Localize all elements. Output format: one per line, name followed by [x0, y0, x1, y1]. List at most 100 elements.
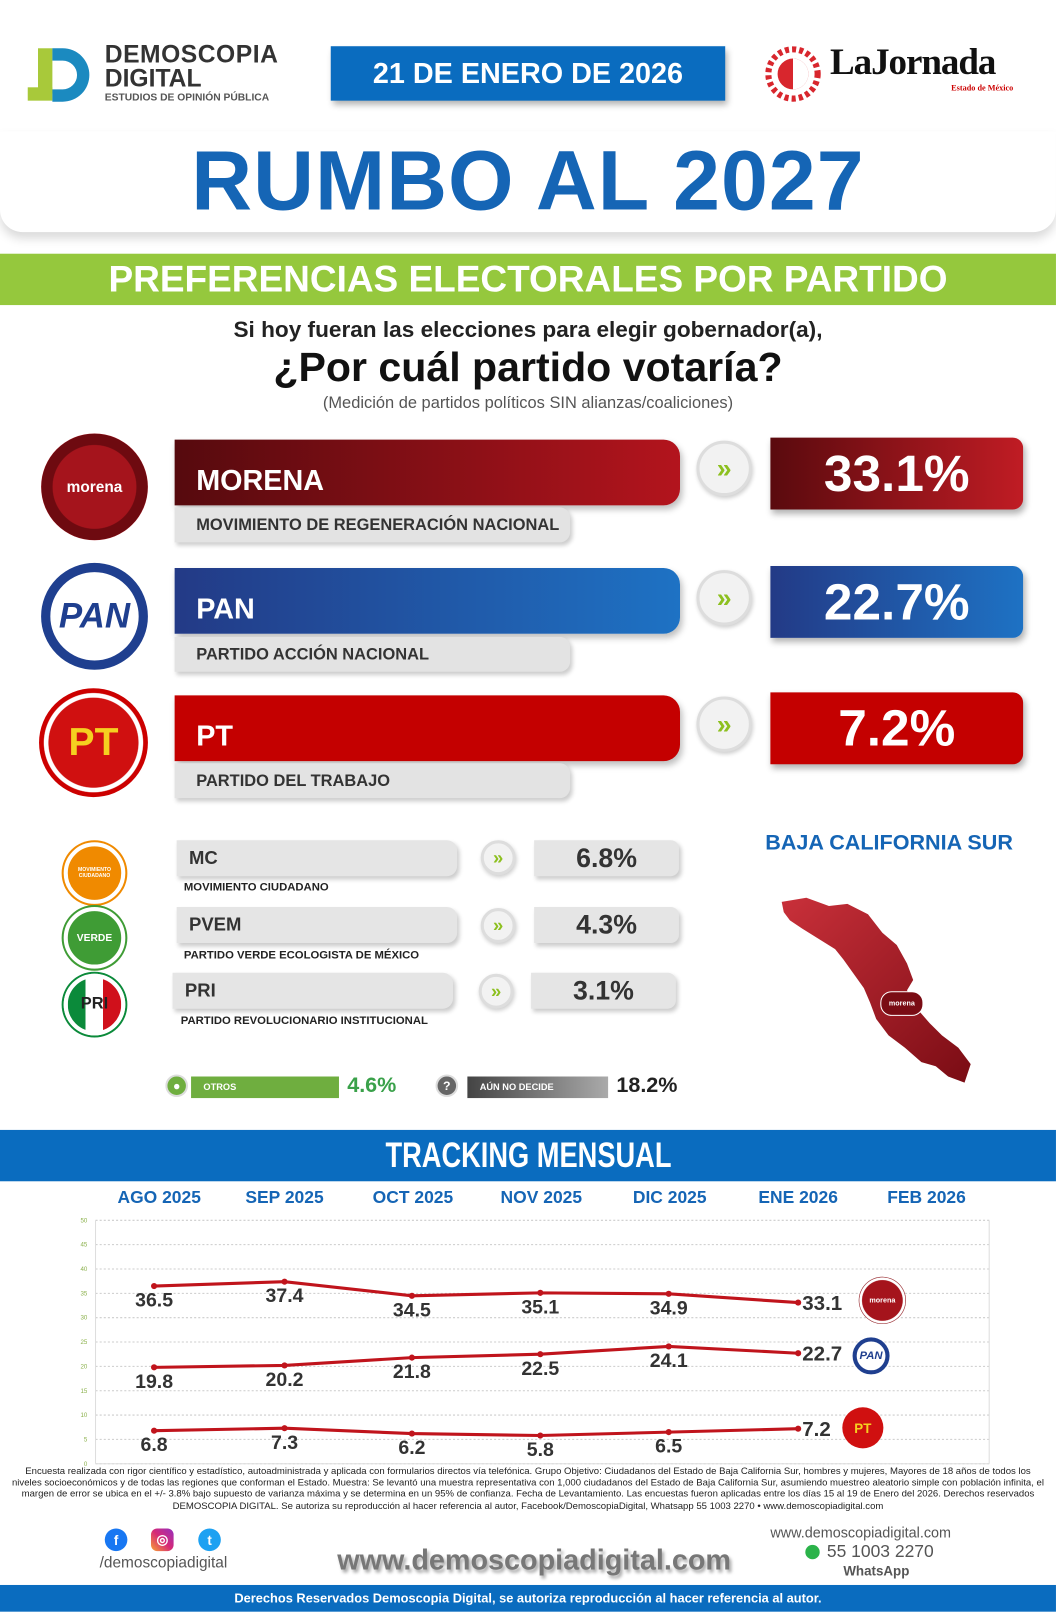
party-fullname-morena: MOVIMIENTO DE REGENERACIÓN NACIONAL — [174, 507, 571, 543]
partner-sub: Estado de México — [951, 83, 1014, 93]
party-fullname-mc: MOVIMIENTO CIUDADANO — [183, 881, 329, 894]
party-fullname-pvem: PARTIDO VERDE ECOLOGISTA DE MÉXICO — [183, 949, 420, 962]
question-line1: Si hoy fueran las elecciones para elegir… — [233, 316, 823, 343]
y-tick-label: 10 — [80, 1412, 87, 1419]
party-pct-pan: 22.7% — [770, 565, 1024, 638]
baja-california-sur-map — [781, 897, 971, 1083]
data-label: 6.2 — [398, 1437, 425, 1459]
question-note: (Medición de partidos políticos SIN alia… — [322, 394, 734, 412]
person-icon: ● — [165, 1074, 188, 1098]
facebook-icon[interactable]: f — [104, 1528, 128, 1552]
data-label: 36.5 — [135, 1290, 173, 1312]
tracking-title-text: TRACKING MENSUAL — [384, 1135, 671, 1175]
pvem-logo-text: VERDE — [76, 932, 113, 944]
double-chevron-icon: » — [480, 908, 516, 943]
pan-series-logo: PAN — [852, 1337, 890, 1375]
y-tick-label: 0 — [84, 1461, 88, 1468]
mc-logo: MOVIMIENTO CIUDADANO — [63, 842, 126, 904]
section-title: PREFERENCIAS ELECTORALES POR PARTIDO — [0, 253, 1056, 306]
y-tick-label: 30 — [80, 1315, 87, 1322]
map-winner-badge: morena — [880, 991, 924, 1016]
website-link[interactable]: www.demoscopiadigital.com — [770, 1524, 952, 1541]
pan-series-logo-text: PAN — [859, 1349, 883, 1363]
data-label: 33.1 — [802, 1292, 842, 1315]
instagram-icon[interactable]: ◎ — [150, 1528, 174, 1552]
month-label: OCT 2025 — [372, 1187, 454, 1207]
party-name-mc: MC — [176, 840, 458, 877]
demoscopia-logo-icon — [27, 48, 90, 102]
data-label: 22.7 — [802, 1342, 842, 1365]
party-pct-morena: 33.1% — [770, 437, 1024, 510]
data-point — [150, 1282, 158, 1290]
data-point — [537, 1351, 544, 1358]
data-label: 19.8 — [135, 1371, 173, 1393]
whatsapp-label: WhatsApp — [843, 1563, 910, 1579]
party-bar-pan: PAN — [174, 568, 681, 634]
data-label: 34.5 — [393, 1299, 431, 1321]
others-pct: 4.6% — [347, 1073, 397, 1098]
data-point — [665, 1343, 672, 1350]
phone-number[interactable]: 55 1003 2270 — [826, 1541, 934, 1562]
map-title: BAJA CALIFORNIA SUR — [765, 831, 1013, 855]
party-bar-morena: MORENA — [174, 439, 681, 506]
data-label: 5.8 — [527, 1439, 554, 1461]
brand-tagline: ESTUDIOS DE OPINIÓN PÚBLICA — [104, 92, 270, 104]
month-label: ENE 2026 — [758, 1187, 838, 1207]
data-point — [665, 1429, 672, 1436]
data-label: 7.3 — [271, 1432, 298, 1454]
data-point — [795, 1425, 802, 1432]
data-point — [281, 1278, 288, 1285]
party-pct-pvem: 4.3% — [534, 907, 679, 943]
morena-logo-text: morena — [66, 478, 123, 496]
data-point — [281, 1425, 288, 1432]
mc-logo-text: MOVIMIENTO CIUDADANO — [77, 866, 112, 880]
pt-series-logo-text: PT — [854, 1420, 872, 1436]
pvem-logo: VERDE — [63, 907, 126, 969]
data-point — [795, 1299, 802, 1306]
data-label: 7.2 — [802, 1418, 831, 1441]
data-point — [665, 1290, 672, 1297]
series-line-pan — [154, 1344, 799, 1369]
series-line-morena — [154, 1280, 799, 1305]
pri-logo-text: PRI — [80, 995, 109, 1013]
month-label: FEB 2026 — [887, 1187, 966, 1207]
data-label: 6.8 — [141, 1434, 168, 1456]
undecided-bar: AÚN NO DECIDE — [467, 1076, 609, 1099]
data-point — [281, 1362, 288, 1369]
data-point — [150, 1427, 158, 1434]
data-point — [150, 1364, 158, 1371]
y-tick-label: 15 — [80, 1388, 87, 1395]
data-label: 22.5 — [521, 1358, 559, 1380]
data-point — [537, 1289, 544, 1296]
brand-name-line2: DIGITAL — [104, 64, 202, 93]
pt-series-logo: PT — [842, 1407, 884, 1449]
double-chevron-icon: » — [696, 570, 752, 626]
y-tick-label: 50 — [80, 1217, 87, 1224]
series-line-pt — [154, 1426, 799, 1438]
pri-logo: PRI — [63, 973, 126, 1036]
brand-name-line1: DEMOSCOPIA — [104, 41, 279, 69]
data-label: 35.1 — [521, 1296, 559, 1318]
y-tick-label: 5 — [84, 1436, 88, 1443]
month-label: AGO 2025 — [117, 1187, 201, 1207]
website-link-big[interactable]: www.demoscopiadigital.com — [337, 1543, 731, 1576]
data-point — [408, 1430, 415, 1437]
social-handle[interactable]: /demoscopiadigital — [99, 1554, 228, 1572]
party-pct-pt: 7.2% — [770, 692, 1024, 765]
copyright-bar: Derechos Reservados Demoscopia Digital, … — [0, 1584, 1056, 1612]
undecided-pct: 18.2% — [616, 1073, 678, 1098]
data-label: 6.5 — [655, 1436, 682, 1458]
party-fullname-pt: PARTIDO DEL TRABAJO — [174, 763, 571, 799]
partner-logo: LaJornada — [829, 41, 996, 83]
data-point — [537, 1432, 544, 1439]
y-tick-label: 40 — [80, 1266, 87, 1273]
morena-series-logo: morena — [858, 1276, 906, 1325]
tracking-chart: 0 5 10 15 20 25 30 35 40 45 50 36.5 37.4 34.5 35.1 34.9… — [80, 1217, 990, 1468]
pan-logo: PAN — [41, 562, 148, 670]
double-chevron-icon: » — [478, 973, 514, 1009]
data-label: 20.2 — [266, 1369, 304, 1391]
data-point — [795, 1350, 802, 1357]
party-pct-mc: 6.8% — [534, 840, 679, 877]
twitter-icon[interactable]: t — [198, 1528, 221, 1552]
